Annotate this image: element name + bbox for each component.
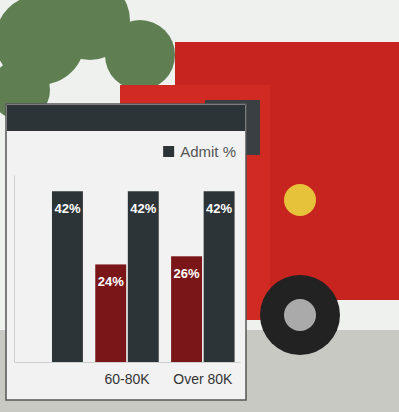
legend-swatch: [163, 146, 174, 157]
x-tick-label: Over 80K: [173, 371, 233, 387]
truck-wheel: [260, 275, 340, 355]
x-tick-label: 60-80K: [104, 371, 150, 387]
background: [0, 0, 399, 412]
truck-hub: [284, 299, 316, 331]
bar: [128, 191, 159, 362]
bar: [95, 264, 126, 362]
data-label: 42%: [206, 201, 232, 216]
chart-panel: [6, 104, 246, 400]
y-axis-line: [14, 176, 15, 363]
panel-header: [7, 105, 245, 131]
data-label: 42%: [130, 201, 156, 216]
legend-label: Admit %: [180, 143, 236, 160]
data-label: 26%: [174, 266, 200, 281]
x-tick: 60-80K: [104, 362, 150, 387]
bar: [204, 191, 235, 362]
bars: [52, 191, 235, 362]
data-label: 42%: [54, 201, 80, 216]
x-axis-line: [15, 362, 241, 363]
data-labels: 24% 26% 42% 42% 42%: [54, 201, 232, 289]
truck-emblem: [284, 184, 316, 216]
tree: [105, 20, 175, 90]
x-tick: Over 80K: [173, 362, 233, 387]
bar: [52, 191, 83, 362]
data-label: 24%: [98, 274, 124, 289]
legend: Admit %: [163, 143, 236, 160]
x-axis: 60-80K Over 80K: [15, 362, 241, 387]
bar: [171, 256, 202, 362]
y-axis: [14, 176, 15, 363]
canvas: 24% 26% 42% 42% 42% 60-80K Over 80K Admit %: [0, 0, 399, 412]
